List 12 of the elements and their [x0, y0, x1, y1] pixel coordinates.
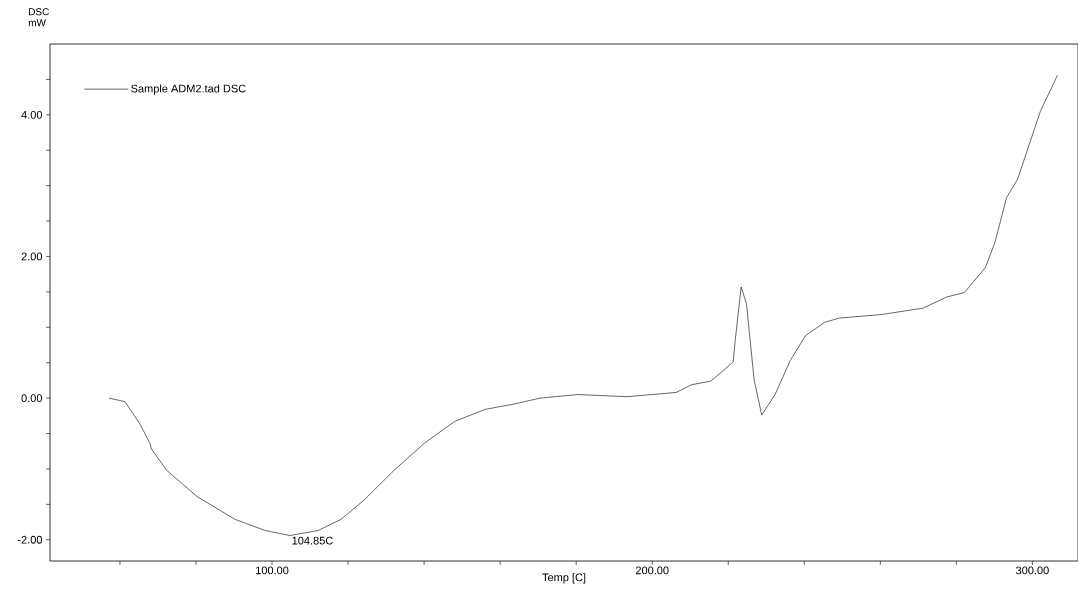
y-tick-label: 0.00: [21, 394, 43, 403]
y-axis-title: DSC mW: [28, 8, 49, 27]
y-tick-label: 2.00: [21, 252, 43, 261]
x-tick-label: 200.00: [635, 566, 669, 575]
x-axis-title: Temp [C]: [542, 573, 586, 584]
x-tick-label: 300.00: [1016, 566, 1049, 575]
legend-label: Sample ADM2.tad DSC: [131, 84, 246, 95]
y-tick-label: 4.00: [21, 110, 43, 119]
annotation: 104.85C: [292, 536, 333, 545]
y-tick-label: -2.00: [17, 535, 43, 544]
line-series: [108, 74, 1058, 536]
x-tick-label: 100.00: [256, 566, 289, 575]
